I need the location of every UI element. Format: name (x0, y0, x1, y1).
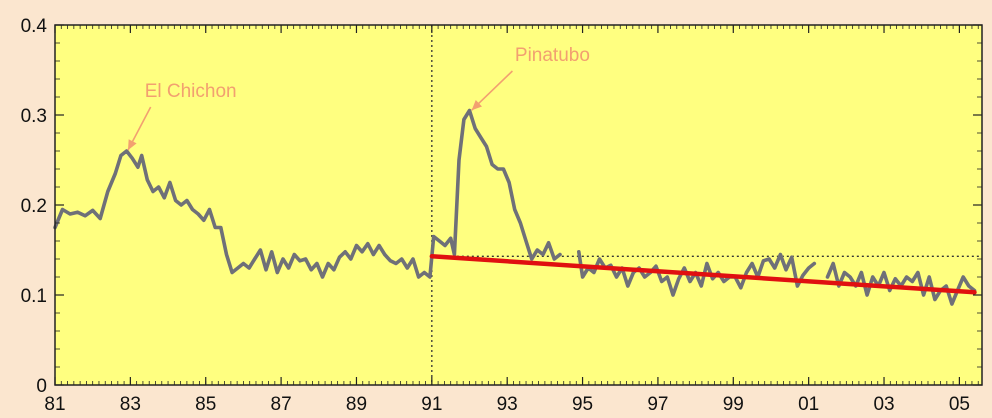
x-tick-label: 91 (421, 394, 442, 415)
x-tick-label: 01 (798, 394, 819, 415)
y-tick-label: 0.3 (21, 106, 47, 127)
y-tick-label: 0.1 (21, 286, 47, 307)
x-tick-label: 05 (949, 394, 970, 415)
series-line-1 (53, 108, 562, 279)
annotation-label: El Chichon (145, 81, 237, 102)
x-tick-label: 83 (120, 394, 141, 415)
trend-line (429, 254, 977, 295)
y-tick-label: 0.2 (21, 196, 47, 217)
plot-area (55, 25, 982, 385)
axis-layer: 81 83 85 87 89 91 93 95 97 99 01 03 05 0 0.1 0.2 0.3 0.4 (21, 16, 983, 415)
x-tick-label: 81 (44, 394, 65, 415)
x-tick-label: 03 (873, 394, 894, 415)
x-tick-label: 95 (572, 394, 593, 415)
annotation-arrowhead (127, 139, 137, 151)
x-tick-label: 99 (723, 394, 744, 415)
x-tick-label: 89 (346, 394, 367, 415)
reference-lines (431, 25, 982, 385)
x-tick-label: 97 (647, 394, 668, 415)
annotation-label: Pinatubo (515, 45, 590, 66)
x-tick-label: 85 (195, 394, 216, 415)
trend-layer (429, 254, 977, 295)
y-tick-label: 0 (36, 376, 47, 397)
y-tick-label: 0.4 (21, 16, 48, 37)
annotation-layer: El Chichon Pinatubo (127, 45, 590, 151)
x-tick-label: 87 (271, 394, 292, 415)
annotation-arrowhead (471, 100, 482, 111)
x-tick-label: 93 (497, 394, 518, 415)
